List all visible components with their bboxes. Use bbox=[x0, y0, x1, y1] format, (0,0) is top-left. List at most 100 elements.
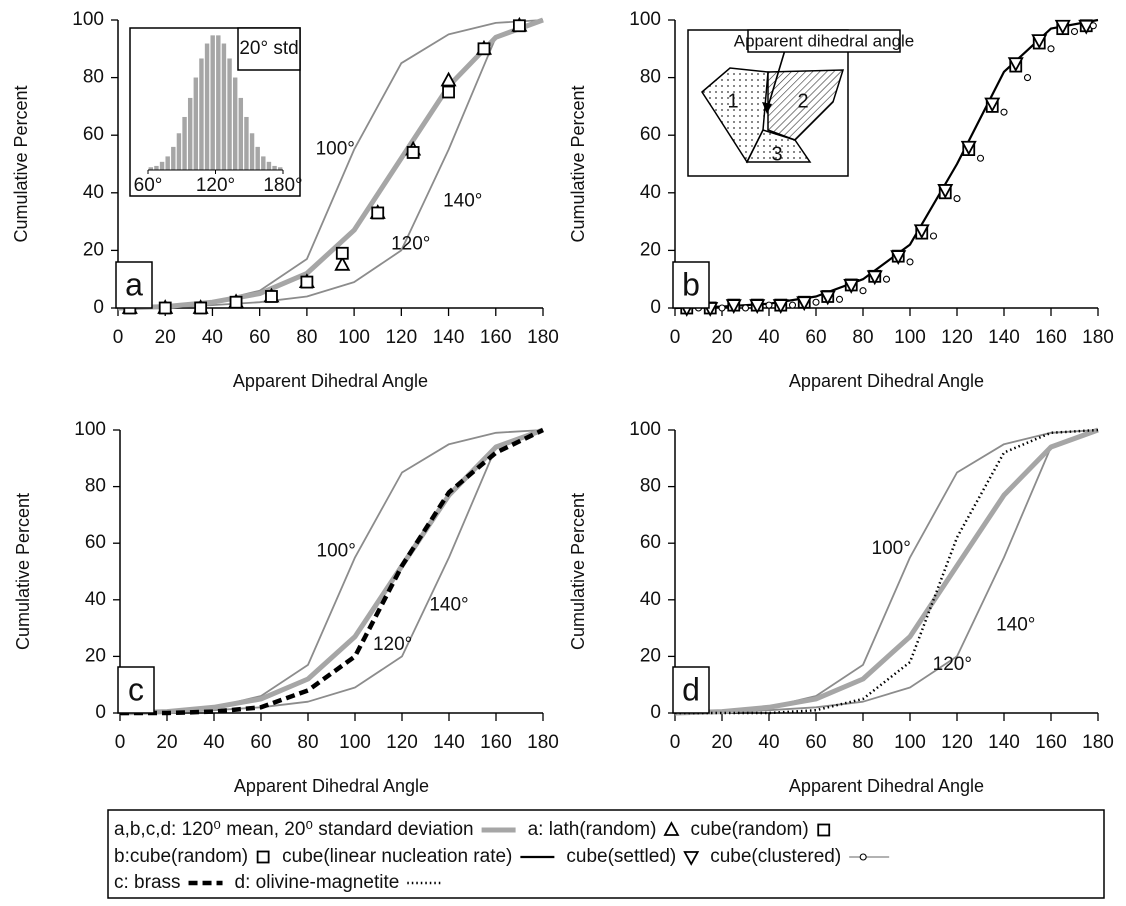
x-tick-label: 140 bbox=[433, 327, 465, 348]
curve-label: 120° bbox=[373, 634, 412, 655]
inset-tick-label: 120° bbox=[196, 175, 235, 196]
y-axis-title: Cumulative Percent bbox=[568, 493, 588, 650]
grain-label: 3 bbox=[771, 143, 782, 165]
square-marker bbox=[300, 275, 314, 289]
triangle-down-marker bbox=[725, 299, 742, 315]
x-tick-label: 140 bbox=[988, 732, 1020, 753]
y-tick-label: 0 bbox=[95, 702, 106, 723]
x-tick-label: 180 bbox=[527, 732, 559, 753]
x-tick-label: 140 bbox=[433, 732, 465, 753]
triangle-down-marker bbox=[960, 140, 977, 156]
x-tick-label: 180 bbox=[527, 327, 559, 348]
histogram-bar bbox=[171, 146, 176, 170]
y-tick-label: 80 bbox=[83, 67, 104, 88]
histogram-bar bbox=[266, 161, 272, 170]
legend-box bbox=[107, 809, 1105, 899]
series-line bbox=[119, 427, 544, 716]
x-axis-title: Apparent Dihedral Angle bbox=[234, 776, 429, 796]
x-tick-label: 60 bbox=[249, 327, 270, 348]
y-tick-label: 60 bbox=[640, 532, 661, 553]
panel-label: a bbox=[125, 266, 143, 302]
y-tick-label: 40 bbox=[640, 182, 661, 203]
histogram-bar bbox=[216, 35, 221, 170]
panel: 0 20 40 60 80 100 120 140 160 180 0 20 40 60 80 100 Appa… bbox=[568, 419, 1114, 796]
triangle-down-marker bbox=[1007, 57, 1024, 73]
triangle-down-marker bbox=[683, 851, 700, 866]
panel: 0 20 40 60 80 100 120 140 160 180 0 20 40 60 80 100 Appa… bbox=[568, 9, 1114, 391]
legend-label: cube(settled) bbox=[566, 846, 676, 867]
circle-marker bbox=[1089, 22, 1097, 30]
triangle-down-marker bbox=[866, 270, 883, 286]
histogram-bar bbox=[261, 156, 266, 170]
square-marker bbox=[512, 19, 526, 33]
square-marker bbox=[817, 823, 831, 837]
histogram-bar bbox=[159, 161, 165, 170]
square-marker bbox=[477, 42, 491, 56]
series-line bbox=[117, 17, 544, 311]
legend-label: cube(clustered) bbox=[710, 846, 841, 867]
y-tick-label: 0 bbox=[650, 702, 661, 723]
x-tick-label: 0 bbox=[113, 327, 124, 348]
circle-marker bbox=[929, 232, 938, 240]
x-tick-label: 100 bbox=[894, 327, 926, 348]
x-tick-label: 80 bbox=[852, 732, 873, 753]
histogram-bar bbox=[204, 43, 210, 170]
x-tick-label: 80 bbox=[852, 327, 873, 348]
x-tick-label: 100 bbox=[338, 327, 370, 348]
histogram-bar bbox=[238, 97, 244, 170]
triangle-down-marker bbox=[772, 299, 789, 315]
triangle-down-marker bbox=[796, 296, 813, 312]
x-tick-label: 40 bbox=[758, 327, 779, 348]
x-tick-label: 120 bbox=[941, 732, 973, 753]
histogram-bar bbox=[187, 97, 193, 170]
inset-label-box bbox=[237, 27, 301, 71]
circle-marker bbox=[976, 154, 985, 162]
x-tick-label: 0 bbox=[670, 327, 681, 348]
x-tick-label: 60 bbox=[805, 327, 826, 348]
arrow bbox=[766, 49, 786, 111]
triangle-marker bbox=[440, 71, 457, 87]
circle-marker bbox=[1000, 108, 1008, 116]
inset-tick-label: 60° bbox=[134, 175, 163, 196]
y-tick-label: 100 bbox=[72, 9, 104, 30]
circle-marker bbox=[765, 301, 773, 309]
series-line bbox=[119, 429, 544, 714]
series-line bbox=[674, 429, 1099, 714]
curve-label: 100° bbox=[316, 139, 355, 160]
x-tick-label: 160 bbox=[1035, 732, 1067, 753]
square-marker bbox=[442, 85, 455, 99]
y-tick-label: 100 bbox=[629, 9, 661, 30]
curve-label: 120° bbox=[933, 654, 972, 675]
inset-label: 20° std bbox=[239, 38, 298, 59]
x-tick-label: 80 bbox=[297, 732, 318, 753]
triangle-down-marker bbox=[890, 250, 907, 266]
y-tick-label: 0 bbox=[93, 297, 104, 318]
series-line bbox=[675, 428, 1099, 715]
y-tick-label: 80 bbox=[640, 67, 661, 88]
legend-label: c: brass bbox=[114, 872, 181, 893]
histogram-bar bbox=[227, 58, 232, 171]
curve-label: 100° bbox=[872, 538, 911, 559]
square-marker bbox=[371, 206, 385, 220]
square-marker bbox=[406, 146, 420, 159]
square-marker bbox=[265, 290, 278, 303]
y-tick-label: 40 bbox=[83, 182, 104, 203]
y-axis-title: Cumulative Percent bbox=[568, 85, 588, 242]
x-tick-label: 120 bbox=[941, 327, 973, 348]
series-line bbox=[120, 427, 544, 716]
x-tick-label: 120 bbox=[386, 732, 418, 753]
y-tick-label: 60 bbox=[640, 124, 661, 145]
x-tick-label: 40 bbox=[202, 327, 223, 348]
histogram-bar bbox=[232, 77, 238, 170]
legend-label: a,b,c,d: 120⁰ mean, 20⁰ standard deviati… bbox=[114, 819, 474, 840]
x-tick-label: 120 bbox=[385, 327, 417, 348]
y-tick-label: 0 bbox=[650, 297, 661, 318]
x-axis-title: Apparent Dihedral Angle bbox=[789, 776, 984, 796]
legend-label: cube(linear nucleation rate) bbox=[282, 846, 512, 867]
triangle-down-marker bbox=[1054, 19, 1071, 35]
curve-label: 120° bbox=[391, 234, 430, 255]
histogram-bar bbox=[154, 165, 159, 170]
y-tick-label: 20 bbox=[83, 239, 104, 260]
x-tick-label: 80 bbox=[296, 327, 317, 348]
histogram-bar bbox=[221, 43, 227, 170]
